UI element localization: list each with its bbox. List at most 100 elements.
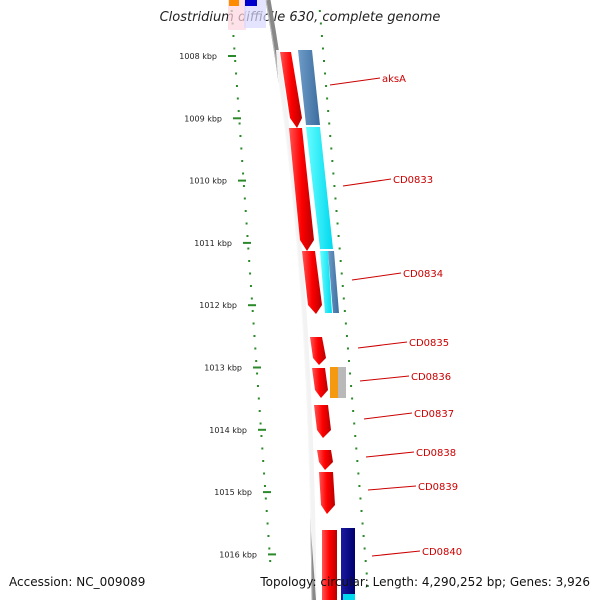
gene-label[interactable]: CD0833 (393, 175, 433, 186)
scale-dot (351, 397, 354, 400)
scale-dot (350, 385, 353, 387)
scale-tick-label: 1012 kbp (199, 301, 237, 310)
gene-label-leader (329, 77, 381, 86)
gene-arrow-CD0840[interactable] (322, 530, 337, 600)
gene-label[interactable]: CD0834 (403, 269, 443, 280)
gene-label[interactable]: CD0839 (418, 482, 458, 493)
scale-dot (235, 72, 238, 75)
scale-dot (258, 410, 261, 412)
gene-label-leader (359, 375, 410, 382)
scale-tick-label: 1013 kbp (204, 364, 242, 373)
scale-dot (361, 522, 364, 525)
scale-tick-label: 1014 kbp (209, 426, 247, 435)
gene-arrow-CD0837[interactable] (314, 405, 331, 438)
gene-label[interactable]: CD0837 (414, 409, 454, 420)
scale-dot (246, 235, 249, 237)
scale-dot (241, 160, 244, 162)
domain-block-cyan[interactable] (320, 251, 332, 313)
gene-arrow-aksA[interactable] (280, 52, 302, 128)
scale-dot (356, 460, 359, 462)
scale-dot (344, 322, 347, 325)
scale-dot (336, 222, 339, 225)
scale-dot (340, 272, 343, 275)
scale-dot (346, 347, 349, 350)
scale-dot (236, 97, 239, 100)
scale-dot (264, 497, 267, 500)
gene-arrow-CD0838[interactable] (317, 450, 333, 470)
scale-dot (331, 160, 334, 162)
domain-block-steelblue[interactable] (328, 251, 339, 313)
scale-tick-label: 1008 kbp (179, 52, 217, 61)
scale-dot (242, 185, 245, 187)
domain-block-cyan[interactable] (306, 127, 333, 249)
scale-dot (235, 85, 238, 87)
scale-dot (268, 547, 271, 550)
scale-dot (243, 197, 246, 200)
scale-tick-label: 1011 kbp (194, 239, 232, 248)
genome-summary: Topology: circular; Length: 4,290,252 bp… (260, 575, 590, 589)
scale-dot (242, 172, 245, 175)
scale-dot (263, 485, 266, 487)
scale-dot (343, 310, 346, 312)
gene-arrow-CD0836[interactable] (312, 368, 328, 398)
scale-dot (263, 472, 266, 475)
scale-dot (339, 260, 342, 262)
scale-tick-label: 1009 kbp (184, 114, 222, 123)
accession-label: Accession: NC_009089 (9, 575, 146, 589)
scale-dot (266, 522, 269, 525)
scale-dot (249, 285, 252, 287)
gene-label[interactable]: CD0840 (422, 547, 462, 558)
gene-arrow-CD0834[interactable] (302, 251, 322, 314)
scale-dot (318, 10, 321, 12)
scale-dot (348, 360, 350, 362)
scale-dot (237, 110, 240, 112)
scale-dot (362, 535, 365, 537)
domain-block-gray[interactable] (338, 367, 346, 398)
scale-dot (327, 110, 330, 112)
scale-dot (244, 210, 247, 212)
scale-dot (265, 510, 268, 512)
scale-dot (337, 235, 340, 237)
gene-label-leader (365, 451, 415, 458)
scale-dot (358, 485, 361, 487)
top-fragment (244, 0, 266, 28)
scale-dot (321, 47, 324, 50)
gene-arrow-CD0835[interactable] (310, 337, 326, 365)
scale-dot (341, 285, 344, 287)
gene-label[interactable]: aksA (382, 74, 406, 85)
scale-dot (269, 560, 272, 562)
scale-dots-outer (230, 10, 272, 562)
gene-label-leader (371, 550, 421, 557)
scale-dot (257, 397, 260, 400)
scale-dot (256, 385, 259, 387)
scale-dot (326, 97, 329, 100)
scale-dot (255, 360, 258, 362)
scale-dot (352, 410, 355, 412)
scale-dot (338, 247, 341, 250)
gene-arrow-CD0833[interactable] (289, 128, 314, 251)
scale-dot (328, 122, 331, 125)
gene-label-leader (351, 272, 402, 281)
gene-label[interactable]: CD0836 (411, 372, 451, 383)
top-fragment (245, 0, 257, 6)
scale-ticks: 1008 kbp 1009 kbp 1010 kbp 1011 kbp 1012 kbp… (179, 52, 276, 559)
top-fragment (229, 0, 239, 6)
scale-dot (363, 547, 366, 550)
scale-dot (323, 60, 325, 62)
scale-dot (360, 510, 363, 512)
scale-dot (250, 297, 253, 300)
domain-block-steelblue[interactable] (298, 50, 320, 125)
domain-block-orange[interactable] (330, 367, 338, 398)
scale-dot (335, 210, 338, 212)
domain-block-navy[interactable] (341, 528, 355, 600)
gene-arrow-CD0839[interactable] (319, 472, 335, 514)
scale-dot (247, 247, 250, 250)
scale-dot (349, 372, 352, 375)
gene-label[interactable]: CD0838 (416, 448, 456, 459)
scale-dot (252, 322, 255, 325)
scale-dot (332, 172, 335, 175)
scale-dot (248, 260, 251, 262)
domain-block-cyan[interactable] (343, 594, 355, 600)
gene-label[interactable]: CD0835 (409, 338, 449, 349)
